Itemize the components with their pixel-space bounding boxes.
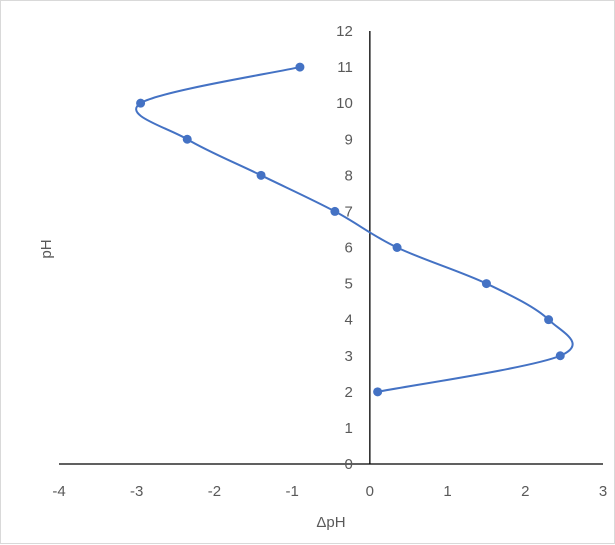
y-tick-label: 1 (345, 420, 353, 437)
data-point (481, 279, 491, 289)
x-tick-labels: -4 -3 -2 -1 0 1 2 3 (52, 483, 607, 500)
x-tick-label: -2 (208, 483, 221, 500)
y-tick-label: 0 (345, 456, 353, 473)
y-tick-label: 4 (345, 312, 353, 329)
data-point (392, 243, 402, 252)
data-point (330, 206, 340, 216)
x-tick-label: -3 (130, 483, 143, 500)
data-point (136, 98, 146, 108)
y-tick-label: 8 (345, 167, 353, 184)
x-tick-label: -1 (285, 483, 298, 500)
data-point (555, 351, 565, 361)
y-tick-label: 5 (345, 276, 353, 293)
y-tick-label: 6 (345, 240, 353, 257)
x-tick-label: 3 (599, 483, 607, 500)
y-tick-label: 7 (345, 203, 353, 220)
x-tick-label: 2 (521, 483, 529, 500)
x-axis-title: ΔpH (316, 514, 345, 531)
x-tick-label: 0 (366, 483, 374, 500)
data-point (544, 315, 554, 325)
data-point (295, 62, 305, 72)
series-layer (135, 66, 574, 393)
y-tick-label: 10 (336, 95, 353, 112)
data-point (373, 387, 383, 397)
x-tick-label: -4 (52, 483, 65, 500)
y-tick-label: 9 (345, 131, 353, 148)
x-tick-label: 1 (443, 483, 451, 500)
y-tick-label: 2 (345, 384, 353, 401)
y-tick-label: 3 (345, 348, 353, 365)
y-tick-label: 11 (337, 59, 353, 76)
data-point (182, 134, 192, 144)
y-tick-label: 12 (336, 23, 353, 40)
data-point (256, 170, 266, 180)
y-axis-title: pH (38, 239, 55, 258)
series-line (135, 66, 574, 393)
data-points (136, 62, 565, 397)
